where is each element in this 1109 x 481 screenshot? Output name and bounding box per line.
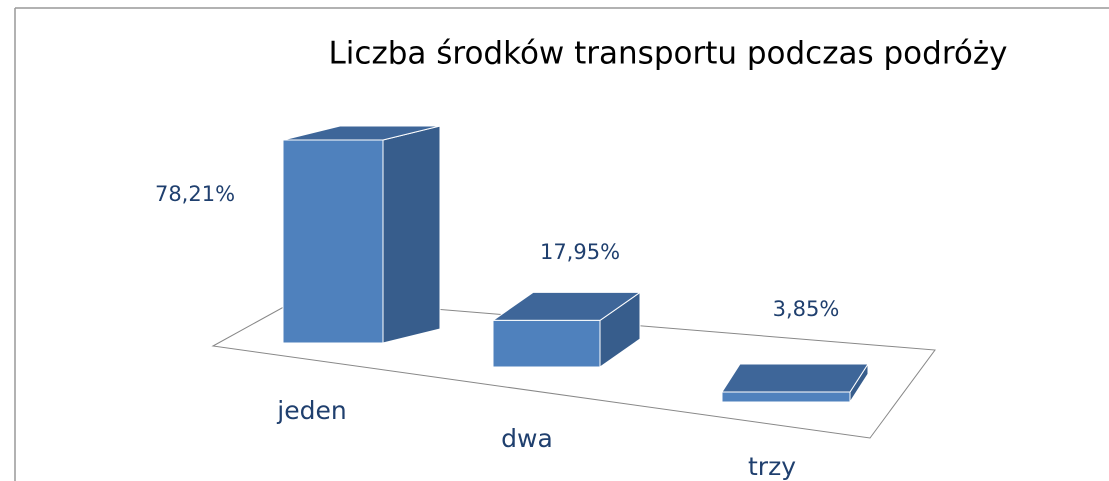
category-label: dwa	[501, 424, 553, 453]
bar	[721, 391, 851, 403]
value-label: 3,85%	[773, 297, 840, 321]
value-label: 78,21%	[155, 182, 235, 206]
bar-top	[721, 363, 869, 393]
value-label: 17,95%	[540, 240, 620, 264]
chart-title: Liczba środków transportu podczas podróż…	[329, 36, 1008, 72]
category-label: jeden	[276, 396, 346, 425]
category-label: trzy	[748, 452, 796, 481]
bar	[282, 139, 384, 344]
bar-side	[382, 125, 441, 344]
bar	[492, 319, 601, 368]
